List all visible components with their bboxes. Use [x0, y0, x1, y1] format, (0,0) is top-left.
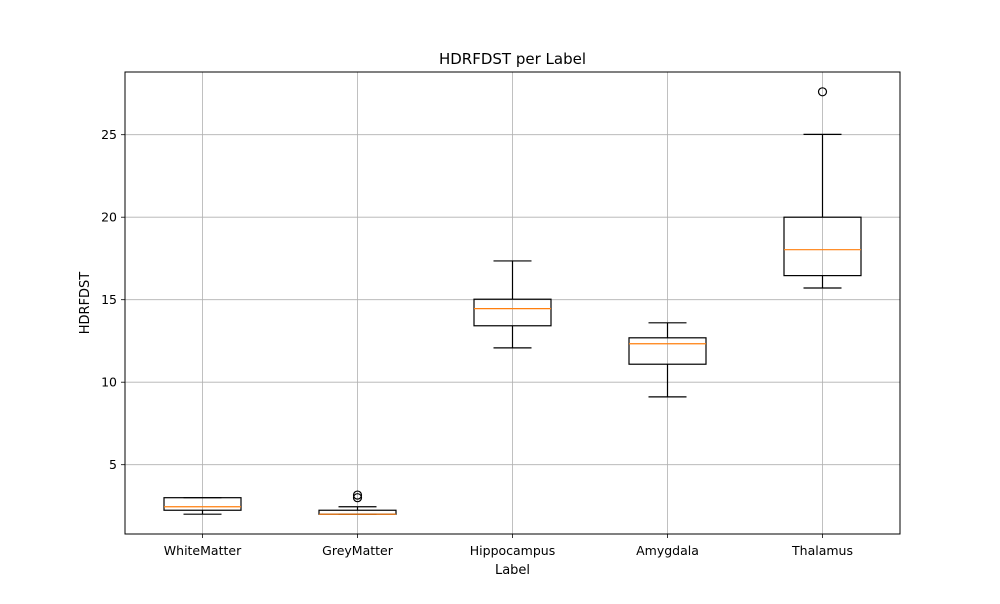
chart-title: HDRFDST per Label	[439, 50, 586, 68]
box-thalamus	[783, 87, 862, 289]
box-amygdala	[628, 322, 707, 398]
y-tick-label: 25	[101, 127, 117, 142]
outlier-point	[817, 87, 828, 97]
box-whitematter	[163, 497, 242, 515]
iqr-box	[628, 337, 707, 365]
outlier-point	[352, 490, 363, 500]
iqr-box	[163, 497, 242, 511]
box-hippocampus	[473, 260, 552, 349]
y-tick-label: 10	[101, 375, 117, 390]
outlier-point	[352, 493, 363, 503]
x-tick-label: Amygdala	[636, 543, 699, 558]
box-greymatter	[318, 490, 397, 515]
box-plots	[163, 87, 862, 515]
y-tick-label: 20	[101, 210, 117, 225]
x-axis-label: Label	[495, 563, 530, 578]
y-tick-label: 15	[101, 292, 117, 307]
x-tick-label: GreyMatter	[322, 543, 394, 558]
axis-ticks: 5 10 15 20 25 WhiteMatter GreyMatter Hippocampu…	[101, 127, 853, 558]
x-tick-label: WhiteMatter	[164, 543, 242, 558]
iqr-box	[473, 298, 552, 327]
y-axis-label: HDRFDST	[78, 272, 93, 335]
y-tick-label: 5	[109, 457, 117, 472]
iqr-box	[783, 216, 862, 277]
x-tick-label: Thalamus	[791, 543, 853, 558]
x-tick-label: Hippocampus	[470, 543, 555, 558]
grid-lines	[125, 72, 900, 534]
